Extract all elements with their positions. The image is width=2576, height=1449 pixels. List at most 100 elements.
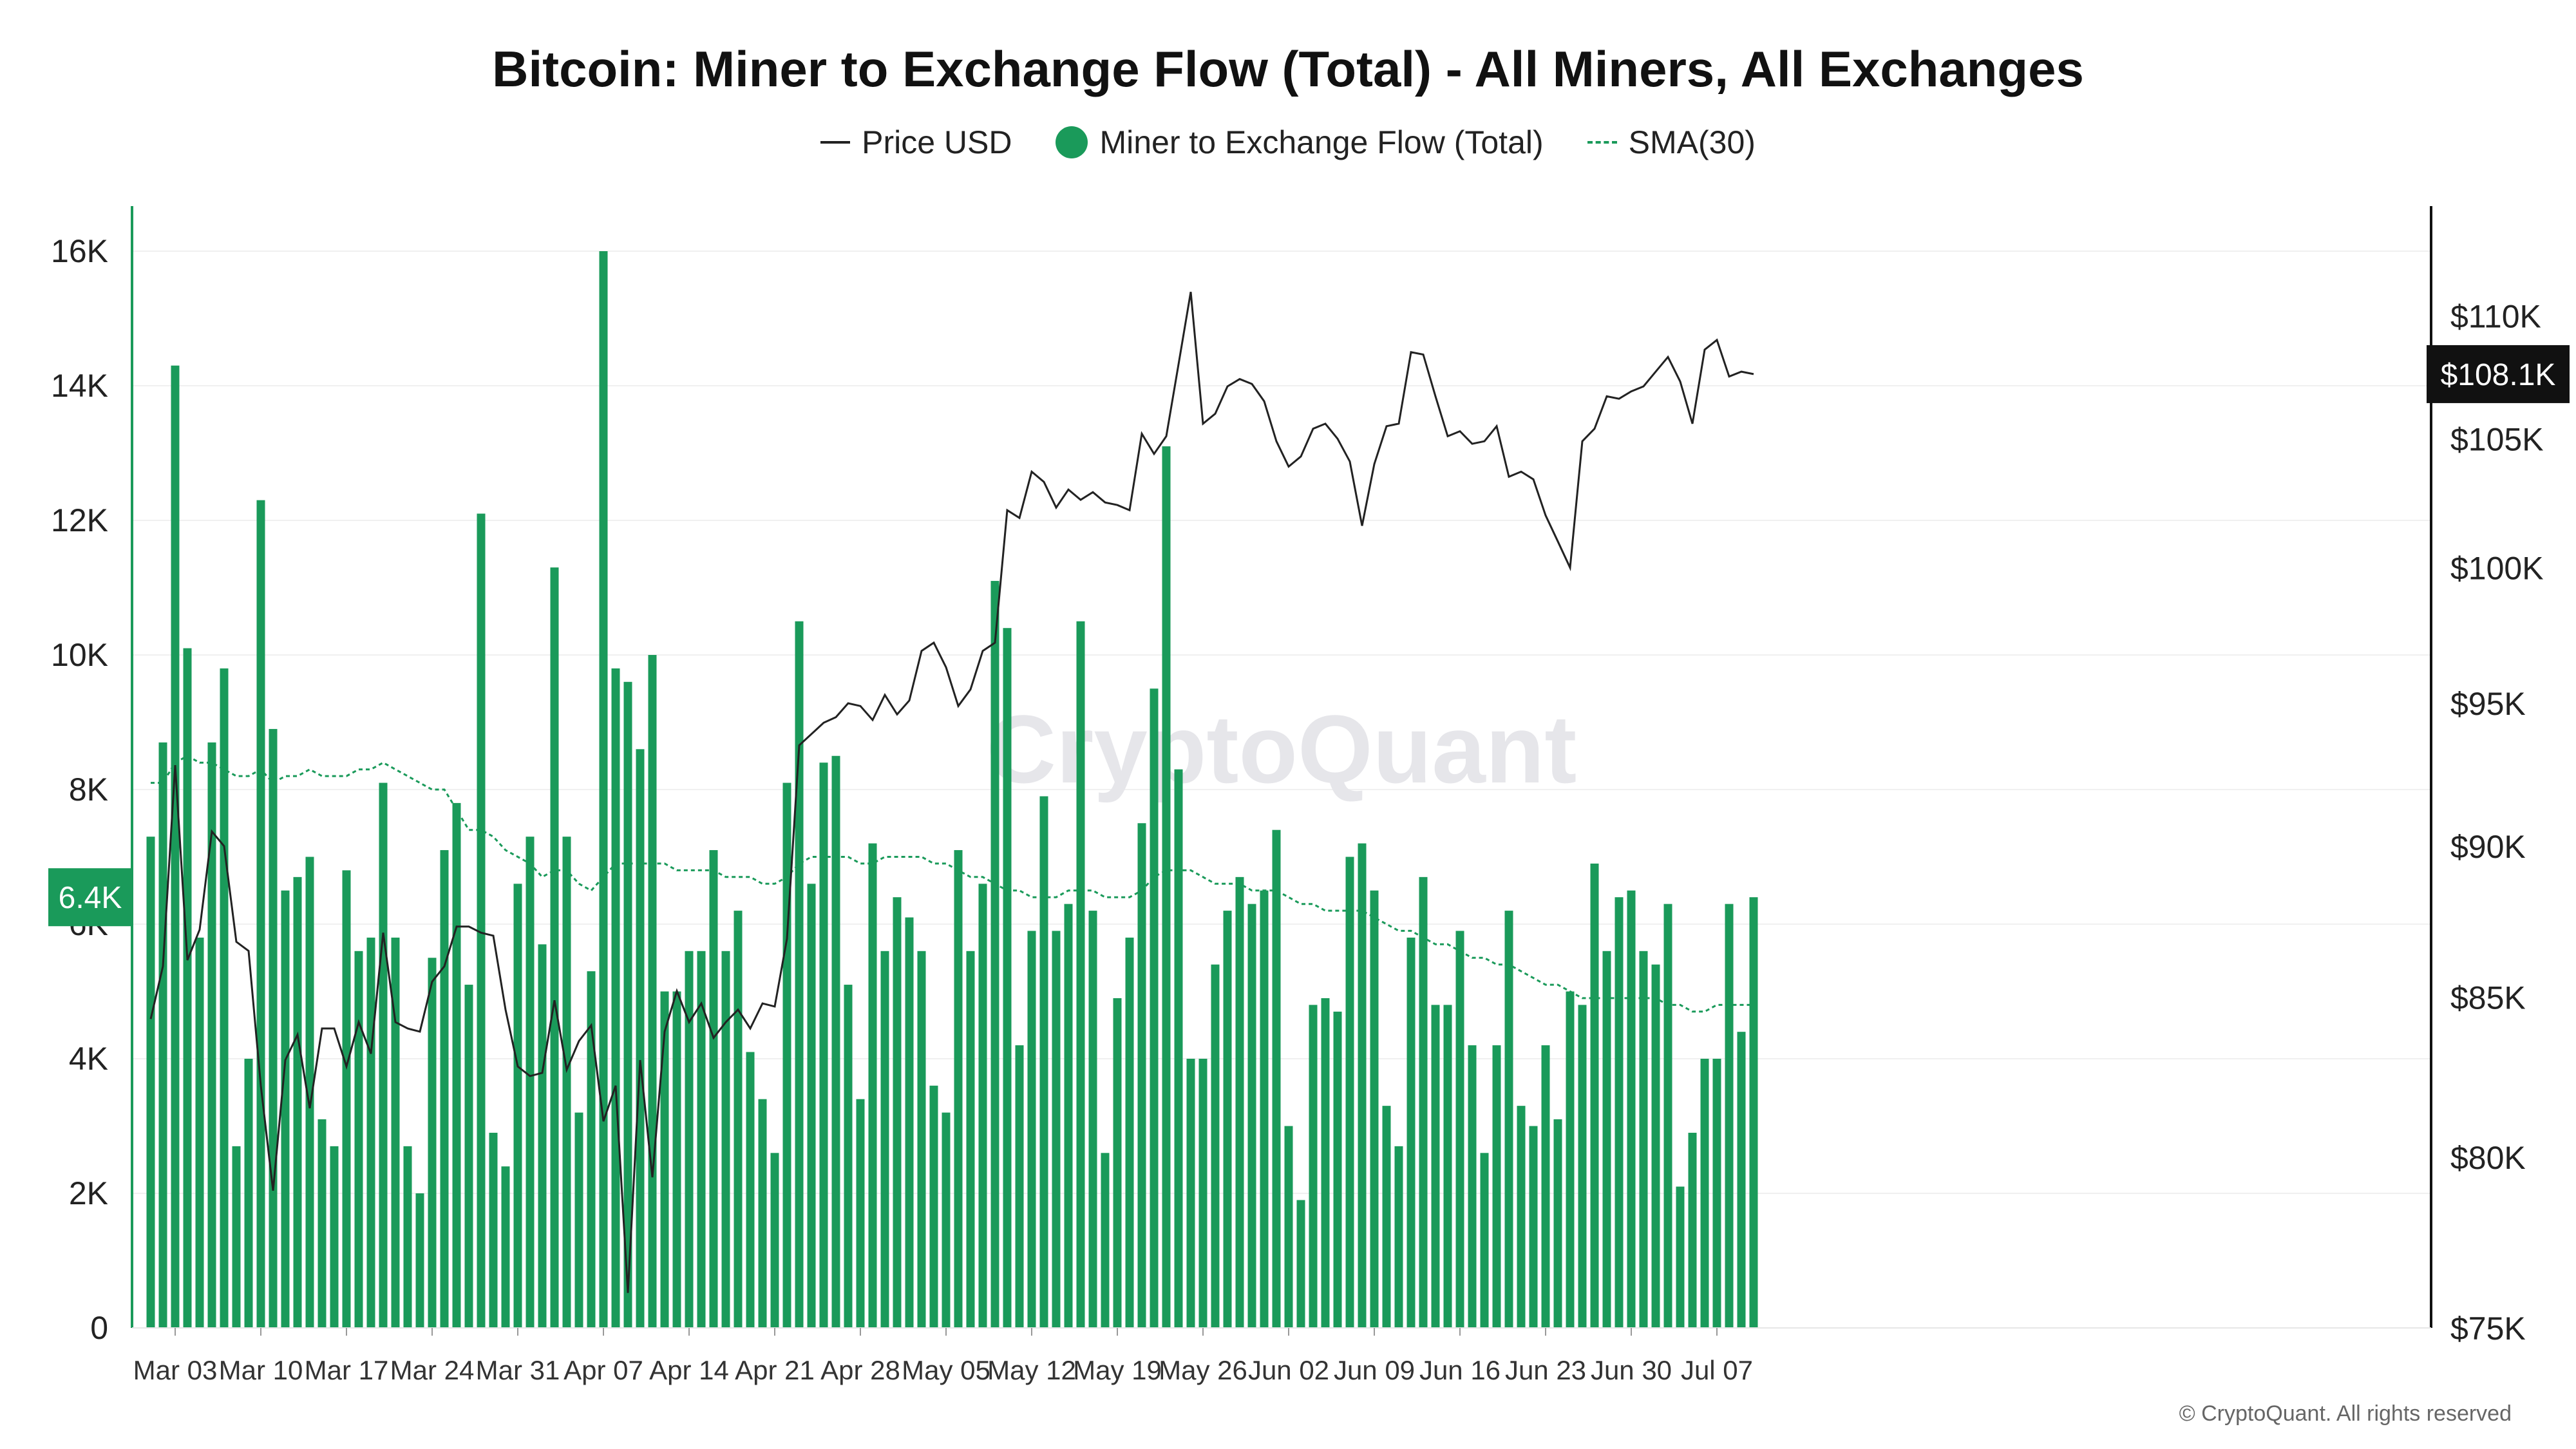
flow-bar[interactable] [1174, 769, 1183, 1328]
flow-bar[interactable] [905, 917, 914, 1328]
flow-bar[interactable] [611, 668, 620, 1328]
flow-bar[interactable] [1651, 964, 1660, 1328]
flow-bar[interactable] [1639, 951, 1648, 1328]
flow-bar[interactable] [1101, 1153, 1110, 1328]
flow-bar[interactable] [550, 567, 559, 1328]
flow-bar[interactable] [1468, 1045, 1477, 1328]
flow-bar[interactable] [1688, 1132, 1697, 1328]
flow-bar[interactable] [1321, 998, 1330, 1328]
flow-bar[interactable] [1663, 904, 1672, 1328]
flow-bar[interactable] [1235, 876, 1244, 1328]
flow-bar[interactable] [782, 782, 791, 1328]
flow-bar[interactable] [770, 1153, 779, 1328]
flow-bar[interactable] [1027, 931, 1036, 1328]
flow-bar[interactable] [1284, 1126, 1293, 1329]
flow-bar[interactable] [844, 985, 853, 1328]
flow-bar[interactable] [1737, 1032, 1746, 1328]
flow-bar[interactable] [697, 951, 706, 1328]
flow-bar[interactable] [954, 850, 963, 1328]
flow-bar[interactable] [1725, 904, 1734, 1328]
flow-bar[interactable] [1431, 1005, 1440, 1328]
flow-bar[interactable] [232, 1146, 241, 1328]
flow-bar[interactable] [171, 365, 180, 1328]
flow-bar[interactable] [942, 1112, 951, 1328]
flow-bar[interactable] [477, 513, 486, 1328]
flow-bar[interactable] [599, 251, 608, 1328]
flow-bar[interactable] [746, 1052, 755, 1328]
flow-bar[interactable] [587, 971, 596, 1328]
flow-bar[interactable] [1627, 890, 1636, 1328]
flow-bar[interactable] [379, 782, 388, 1328]
flow-bar[interactable] [1064, 904, 1073, 1328]
flow-bar[interactable] [1615, 897, 1624, 1328]
flow-bar[interactable] [244, 1059, 253, 1328]
flow-bar[interactable] [929, 1085, 938, 1328]
flow-bar[interactable] [1529, 1126, 1538, 1329]
flow-bar[interactable] [1088, 911, 1097, 1328]
flow-bar[interactable] [489, 1132, 498, 1328]
legend-item-sma[interactable]: SMA(30) [1587, 124, 1756, 161]
flow-bar[interactable] [1566, 991, 1575, 1329]
flow-bar[interactable] [1358, 843, 1367, 1328]
flow-bar[interactable] [220, 668, 229, 1328]
flow-bar[interactable] [269, 728, 278, 1328]
flow-bar[interactable] [305, 857, 314, 1329]
flow-bar[interactable] [1443, 1005, 1452, 1328]
flow-bar[interactable] [1370, 890, 1379, 1328]
flow-bar[interactable] [1272, 829, 1281, 1328]
flow-bar[interactable] [1517, 1106, 1526, 1328]
flow-bar[interactable] [623, 681, 632, 1328]
flow-bar[interactable] [281, 890, 290, 1328]
flow-bar[interactable] [672, 991, 681, 1329]
flow-bar[interactable] [758, 1099, 767, 1328]
flow-bar[interactable] [1602, 951, 1611, 1328]
flow-bar[interactable] [464, 985, 473, 1328]
flow-bar[interactable] [415, 1193, 424, 1328]
flow-bar[interactable] [158, 742, 167, 1328]
flow-bar[interactable] [317, 1119, 327, 1328]
legend-item-price[interactable]: Price USD [820, 124, 1012, 161]
flow-bar[interactable] [1186, 1059, 1195, 1328]
flow-bar[interactable] [1113, 998, 1122, 1328]
flow-bar[interactable] [819, 762, 828, 1328]
flow-bar[interactable] [1198, 1059, 1208, 1328]
flow-bar[interactable] [1150, 688, 1159, 1328]
flow-bar[interactable] [1749, 897, 1758, 1328]
flow-bar[interactable] [1039, 796, 1048, 1328]
flow-bar[interactable] [1712, 1059, 1721, 1328]
flow-bar[interactable] [660, 991, 669, 1329]
flow-bar[interactable] [330, 1146, 339, 1328]
flow-bar[interactable] [831, 755, 840, 1328]
flow-bar[interactable] [978, 884, 987, 1328]
flow-bar[interactable] [526, 837, 535, 1328]
flow-bar[interactable] [574, 1112, 583, 1328]
flow-bar[interactable] [354, 951, 363, 1328]
flow-bar[interactable] [1333, 1011, 1342, 1328]
flow-bar[interactable] [1076, 621, 1085, 1328]
flow-bar[interactable] [183, 648, 192, 1328]
flow-bar[interactable] [1260, 890, 1269, 1328]
flow-bar[interactable] [293, 876, 302, 1328]
flow-bar[interactable] [1676, 1186, 1685, 1328]
flow-bar[interactable] [1394, 1146, 1403, 1328]
flow-bar[interactable] [366, 937, 375, 1328]
legend-item-flow[interactable]: Miner to Exchange Flow (Total) [1056, 124, 1544, 161]
flow-bar[interactable] [1162, 446, 1171, 1328]
flow-bar[interactable] [1419, 876, 1428, 1328]
flow-bar[interactable] [990, 581, 999, 1328]
flow-bar[interactable] [146, 837, 155, 1328]
flow-bar[interactable] [1504, 911, 1513, 1328]
flow-bar[interactable] [538, 944, 547, 1328]
flow-bar[interactable] [880, 951, 889, 1328]
flow-bar[interactable] [685, 951, 694, 1328]
flow-bar[interactable] [1052, 931, 1061, 1328]
flow-bar[interactable] [1345, 857, 1354, 1329]
flow-bar[interactable] [795, 621, 804, 1328]
flow-bar[interactable] [721, 951, 730, 1328]
flow-bar[interactable] [709, 850, 718, 1328]
flow-bar[interactable] [1406, 937, 1416, 1328]
flow-bar[interactable] [501, 1166, 510, 1328]
flow-bar[interactable] [1003, 628, 1012, 1329]
flow-bar[interactable] [195, 937, 204, 1328]
flow-bar[interactable] [1015, 1045, 1024, 1328]
